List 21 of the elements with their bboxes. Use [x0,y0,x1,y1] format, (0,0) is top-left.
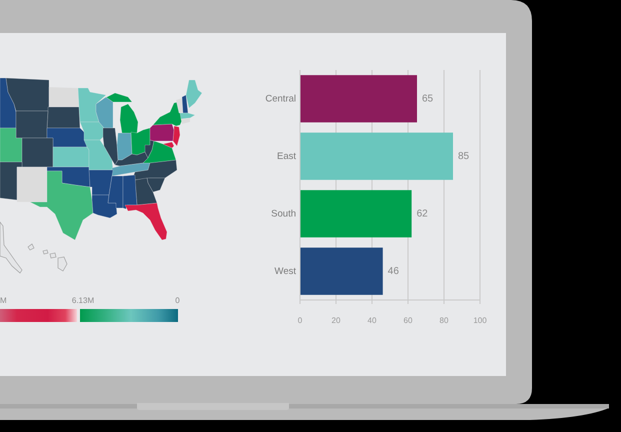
y-tick-label: East [276,150,296,162]
x-tick-label: 20 [332,316,341,326]
text: 0 [175,296,180,306]
x-tick-label: 80 [440,316,449,326]
x-tick-label: 100 [473,316,488,326]
data-label: 46 [388,266,400,277]
x-tick-label: 0 [298,316,303,326]
bar [300,248,383,295]
text: 6.13M [72,296,94,306]
bar [300,132,453,180]
y-tick-label: South [271,208,296,220]
x-tick-label: 60 [404,316,413,326]
bar [300,190,412,238]
data-label: 85 [458,151,470,162]
bar [300,75,417,122]
data-label: 62 [416,208,428,220]
y-tick-label: Central [265,93,296,104]
data-label: 65 [422,94,434,104]
text: M [0,296,7,306]
x-tick-label: 40 [368,316,377,326]
y-tick-label: West [274,266,296,277]
